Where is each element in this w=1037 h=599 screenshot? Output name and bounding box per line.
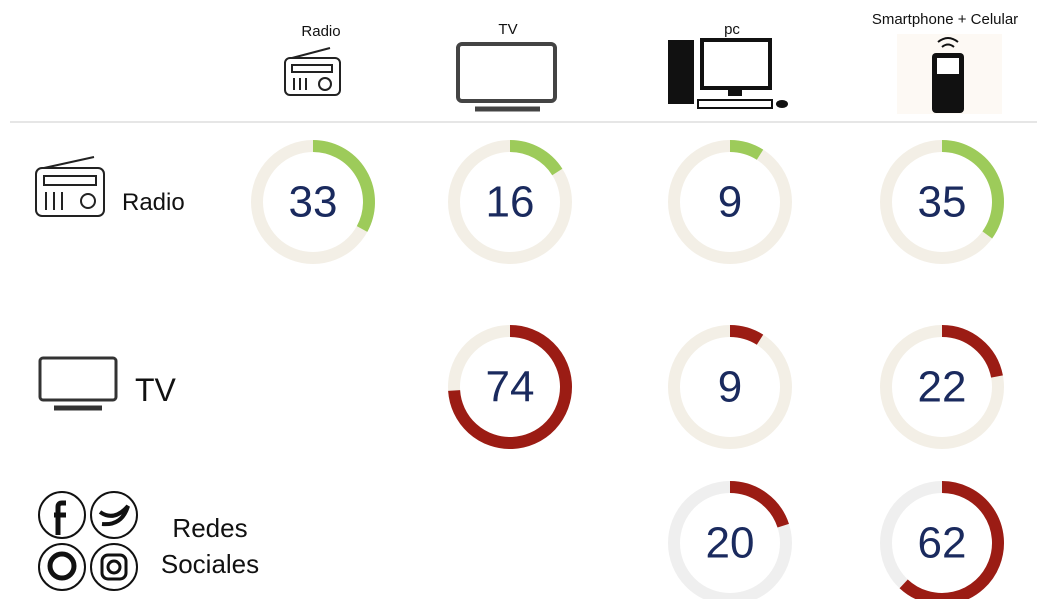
- row-label: Redes Sociales: [160, 513, 260, 580]
- donut-value: 62: [918, 519, 967, 568]
- tv-row-icon: [38, 356, 118, 411]
- donut-value: 16: [486, 178, 535, 227]
- donut-arc: [509, 140, 563, 176]
- donut-arc: [312, 140, 375, 232]
- column-header: pc: [724, 21, 740, 38]
- column-header: Smartphone + Celular: [872, 11, 1018, 28]
- row-label: TV: [135, 372, 176, 408]
- donut-arc: [729, 481, 789, 528]
- donut-value: 33: [289, 178, 338, 227]
- donut-value: 9: [718, 363, 742, 412]
- donut-arc: [729, 140, 764, 160]
- tv-icon: [456, 42, 557, 112]
- donut-arc: [729, 325, 764, 345]
- donut-arc: [448, 325, 572, 449]
- donut-value: 35: [918, 178, 967, 227]
- row-label: Radio: [122, 189, 185, 216]
- donut-value: 22: [918, 363, 967, 412]
- column-header: Radio: [301, 23, 340, 40]
- radio-row-icon: [35, 156, 105, 217]
- column-header: TV: [498, 21, 517, 38]
- pc-icon: [668, 38, 788, 109]
- donut-value: 74: [486, 363, 535, 412]
- phone-icon: [897, 34, 1002, 114]
- donut-arc: [899, 481, 1004, 599]
- social-icons: [38, 491, 138, 591]
- donut-arc: [941, 140, 1004, 239]
- donut-value: 20: [706, 519, 755, 568]
- radio-icon: [284, 47, 341, 96]
- donut-value: 9: [718, 178, 742, 227]
- donut-arc: [941, 325, 1003, 378]
